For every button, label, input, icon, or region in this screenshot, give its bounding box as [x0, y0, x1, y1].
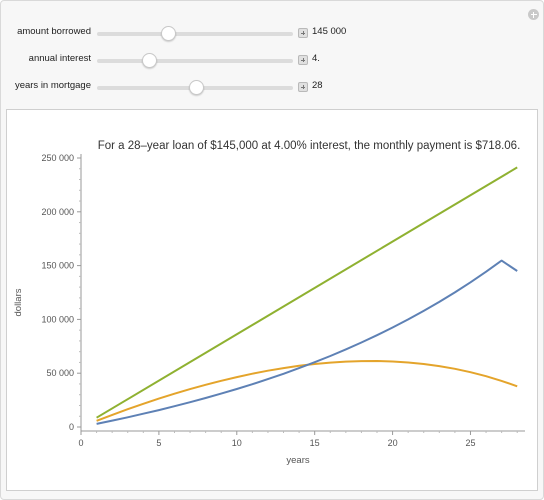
- amount-borrowed-label: amount borrowed: [17, 26, 91, 37]
- x-tick-label: 5: [156, 438, 161, 448]
- x-tick-label: 20: [388, 438, 398, 448]
- amount-borrowed-slider[interactable]: [97, 26, 293, 41]
- x-tick-label: 15: [310, 438, 320, 448]
- years-in-mortgage-slider-thumb[interactable]: [189, 80, 205, 95]
- years-in-mortgage-control: years in mortgage 28: [1, 78, 544, 98]
- y-axis-label: dollars: [13, 288, 24, 316]
- years-in-mortgage-slider[interactable]: [97, 80, 293, 95]
- y-tick-label: 150 000: [41, 261, 74, 271]
- y-tick-label: 250 000: [41, 153, 74, 163]
- series-line-total-paid: [96, 166, 518, 419]
- add-icon[interactable]: [528, 9, 539, 20]
- plot-frame: For a 28–year loan of $145,000 at 4.00% …: [6, 109, 538, 491]
- chart-title: For a 28–year loan of $145,000 at 4.00% …: [98, 140, 521, 152]
- years-in-mortgage-expand-icon[interactable]: [298, 82, 308, 92]
- annual-interest-label: annual interest: [28, 53, 91, 64]
- controls-area: amount borrowed 145 000 annual interest …: [1, 1, 544, 105]
- annual-interest-expand-icon[interactable]: [298, 55, 308, 65]
- y-tick-label: 0: [69, 422, 74, 432]
- amount-borrowed-control: amount borrowed 145 000: [1, 24, 544, 44]
- annual-interest-value: 4.: [312, 53, 320, 64]
- x-tick-label: 25: [465, 438, 475, 448]
- years-in-mortgage-label: years in mortgage: [14, 80, 91, 91]
- x-tick-label: 0: [78, 438, 83, 448]
- annual-interest-control: annual interest 4.: [1, 51, 544, 71]
- years-in-mortgage-value: 28: [312, 80, 323, 91]
- series-line-principal: [96, 259, 518, 425]
- series-line-interest: [96, 360, 518, 422]
- annual-interest-slider-thumb[interactable]: [141, 53, 157, 68]
- y-tick-label: 50 000: [46, 368, 74, 378]
- y-tick-label: 100 000: [41, 314, 74, 324]
- mortgage-chart: For a 28–year loan of $145,000 at 4.00% …: [13, 140, 525, 466]
- y-tick-label: 200 000: [41, 207, 74, 217]
- annual-interest-slider[interactable]: [97, 53, 293, 68]
- amount-borrowed-slider-thumb[interactable]: [160, 26, 176, 41]
- x-axis-label: years: [286, 455, 309, 466]
- x-tick-label: 10: [232, 438, 242, 448]
- amount-borrowed-expand-icon[interactable]: [298, 28, 308, 38]
- amount-borrowed-value: 145 000: [312, 26, 347, 37]
